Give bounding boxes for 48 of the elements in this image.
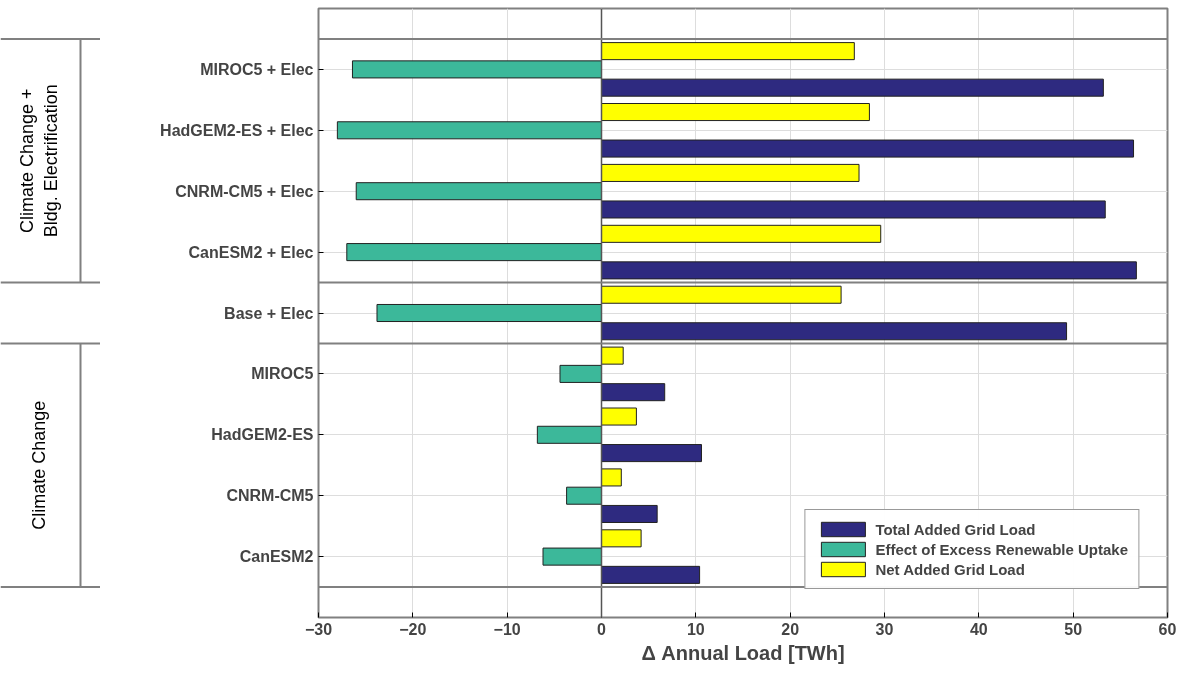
bar — [601, 285, 842, 304]
x-tick-label: −20 — [399, 620, 427, 638]
bar — [601, 383, 666, 402]
bar — [566, 486, 602, 505]
bar — [601, 407, 637, 426]
y-tick-label: CanESM2 + Elec — [188, 243, 314, 261]
legend-label: Effect of Excess Renewable Uptake — [875, 540, 1128, 558]
bar — [559, 364, 602, 383]
bar — [601, 565, 701, 584]
bar — [536, 425, 602, 444]
y-tick-label: CNRM-CM5 + Elec — [175, 182, 314, 200]
bar — [601, 200, 1106, 219]
legend-label: Net Added Grid Load — [875, 560, 1025, 578]
bar — [601, 224, 882, 243]
legend-label: Total Added Grid Load — [875, 520, 1036, 538]
x-tick-label: 20 — [781, 620, 800, 638]
x-tick-label: 10 — [686, 620, 705, 638]
x-tick-label: −10 — [493, 620, 521, 638]
y-tick-label: MIROC5 — [251, 365, 314, 383]
y-tick-label: HadGEM2-ES — [211, 426, 314, 444]
bar — [601, 42, 855, 61]
bar — [601, 103, 870, 122]
bar — [336, 121, 602, 140]
x-axis-title: Δ Annual Load [TWh] — [641, 641, 845, 664]
x-tick-label: 30 — [875, 620, 894, 638]
text: Climate Change — [28, 400, 49, 530]
x-tick-label: 40 — [969, 620, 988, 638]
y-tick-label: CNRM-CM5 — [226, 487, 314, 505]
text: Climate Change + Bldg. Electrification — [16, 84, 61, 238]
bar — [601, 261, 1137, 280]
bar — [376, 303, 602, 323]
y-tick-label: MIROC5 + Elec — [200, 60, 314, 78]
y-tick-label: HadGEM2-ES + Elec — [160, 121, 314, 139]
x-tick-label: 60 — [1158, 620, 1177, 638]
bar — [601, 163, 860, 182]
y-tick-label: Base + Elec — [224, 304, 314, 322]
bar — [601, 504, 658, 523]
x-tick-label: 50 — [1064, 620, 1083, 638]
bar — [346, 243, 602, 262]
x-tick-label: −30 — [304, 620, 333, 638]
y-tick-label: CanESM2 — [239, 548, 314, 566]
bar — [601, 322, 1068, 341]
bar — [355, 182, 602, 201]
bar — [601, 346, 624, 365]
bar — [601, 468, 622, 487]
bar — [601, 139, 1135, 158]
x-tick-label: 0 — [597, 620, 607, 638]
bar — [601, 444, 702, 463]
